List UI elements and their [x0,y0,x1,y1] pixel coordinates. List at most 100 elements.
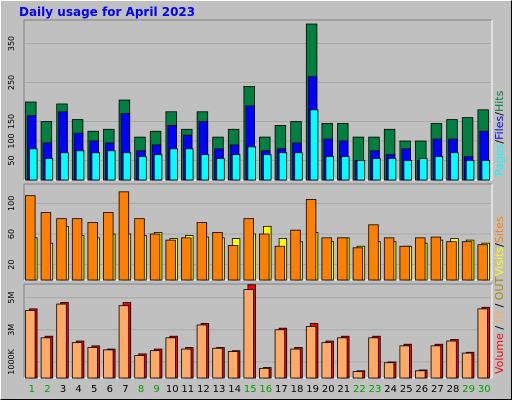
x-tick-label-day-28: 28 [447,384,460,395]
bar-hits-pages-day-19 [309,109,319,181]
bar-volume-in-day-29 [461,352,473,379]
bar-hits-pages-day-11 [185,148,194,181]
legend-item-in: IN [493,311,506,322]
bar-hits-pages-day-7 [122,152,132,181]
x-tick-label-day-27: 27 [431,384,444,395]
bar-volume-in-day-22 [352,371,364,379]
legend-item-volume: Volume [493,333,506,374]
bar-visits-sites-day-19 [305,199,317,281]
x-tick-label-day-23: 23 [369,384,382,395]
bar-volume-in-day-28 [446,340,457,379]
bar-visits-sites-day-8 [134,218,145,281]
legend-separator: / [493,243,506,247]
bar-visits-sites-day-3 [56,218,67,281]
bar-hits-pages-day-30 [481,160,490,181]
panel-visits-tick-label: 20 [7,260,16,270]
x-tick-label-day-13: 13 [213,384,226,395]
bar-visits-sites-day-20 [321,237,332,281]
bar-hits-pages-day-23 [372,158,381,181]
bar-hits-pages-day-3 [60,152,69,181]
x-tick-label-day-1: 1 [29,384,35,395]
bar-hits-pages-day-8 [138,156,147,181]
panel-hits-background [24,20,492,180]
bar-volume-in-day-4 [71,342,83,379]
x-tick-label-day-12: 12 [197,384,210,395]
panel-visits-tick-label: 100 [7,196,16,211]
bar-volume-in-day-16 [259,367,270,379]
x-tick-label-day-26: 26 [415,384,428,395]
x-tick-label-day-18: 18 [291,384,304,395]
bar-volume-in-day-26 [415,370,426,379]
x-tick-label-day-3: 3 [60,384,66,395]
panel-hits-tick-label: 50 [7,155,16,165]
bar-hits-pages-day-28 [450,152,459,181]
bar-visits-sites-day-30 [477,244,488,281]
legend-item-pages: Pages [493,143,506,176]
legend-item-visits: Visits [493,247,506,276]
panel-visits-background [24,184,492,280]
x-tick-label-day-21: 21 [337,384,350,395]
x-tick-label-day-4: 4 [75,384,81,395]
legend-item-sites: Sites [493,216,506,243]
bar-hits-pages-day-27 [434,156,444,181]
bar-volume-in-day-14 [227,351,239,379]
bar-volume-in-day-18 [290,348,301,379]
legend-item-out: OUT [493,276,506,300]
bar-volume-in-day-3 [56,303,67,379]
x-tick-label-day-7: 7 [122,384,128,395]
panel-volume-legend: Volume / IN / OUT [493,276,506,374]
bar-volume-in-day-19 [305,326,317,379]
legend-item-hits: Hits [493,90,506,112]
x-tick-label-day-2: 2 [44,384,50,395]
legend-separator: / [493,322,506,333]
bar-volume-in-day-9 [149,350,161,379]
bar-hits-pages-day-22 [356,160,366,181]
bar-visits-sites-day-23 [368,224,379,281]
x-tick-label-day-19: 19 [306,384,319,395]
bar-volume-in-day-7 [118,305,130,379]
bar-visits-sites-day-4 [71,218,83,281]
bar-hits-pages-day-24 [387,158,397,181]
x-tick-label-day-9: 9 [153,384,159,395]
panel-volume-tick-label: 1000K [7,348,16,374]
bar-volume-in-day-5 [87,347,98,379]
x-tick-label-day-16: 16 [259,384,272,395]
x-tick-label-day-25: 25 [400,384,413,395]
bar-visits-sites-day-14 [227,245,239,281]
legend-separator: / [493,300,506,311]
bar-hits-pages-day-14 [231,154,241,181]
x-tick-label-day-30: 30 [478,384,491,395]
bar-volume-in-day-12 [196,324,208,379]
bar-volume-in-day-13 [212,347,223,379]
bar-visits-sites-day-11 [181,237,192,281]
x-tick-label-day-5: 5 [91,384,97,395]
x-tick-label-day-15: 15 [244,384,257,395]
bar-visits-sites-day-9 [149,233,161,281]
panel-volume-tick-label: 3M [7,324,16,336]
panel-hits-tick-label: 100 [7,133,16,148]
bar-hits-pages-day-9 [153,154,163,181]
legend-separator: / [493,140,506,144]
panel-visits-tick-label: 60 [7,229,16,239]
bar-volume-in-day-30 [477,308,488,379]
bar-hits-pages-day-16 [263,154,272,181]
bar-volume-in-day-15 [243,289,254,379]
x-tick-label-day-11: 11 [181,384,194,395]
x-tick-label-day-22: 22 [353,384,366,395]
bar-hits-pages-day-4 [75,150,85,181]
bar-volume-in-day-24 [383,362,395,379]
bar-visits-sites-day-2 [40,212,52,281]
x-tick-label-day-20: 20 [322,384,335,395]
x-tick-label-day-29: 29 [462,384,475,395]
bar-hits-pages-day-17 [278,152,288,181]
bar-visits-sites-day-27 [430,236,442,281]
bar-hits-pages-day-5 [91,152,100,181]
bar-visits-sites-day-17 [274,245,286,281]
bar-hits-pages-day-10 [169,148,178,181]
panel-visits-legend: Visits/Sites [493,216,506,276]
bar-visits-sites-day-1 [25,195,36,281]
bar-hits-pages-day-21 [341,156,350,181]
bar-volume-in-day-23 [368,337,379,379]
bar-volume-in-day-17 [274,329,286,379]
